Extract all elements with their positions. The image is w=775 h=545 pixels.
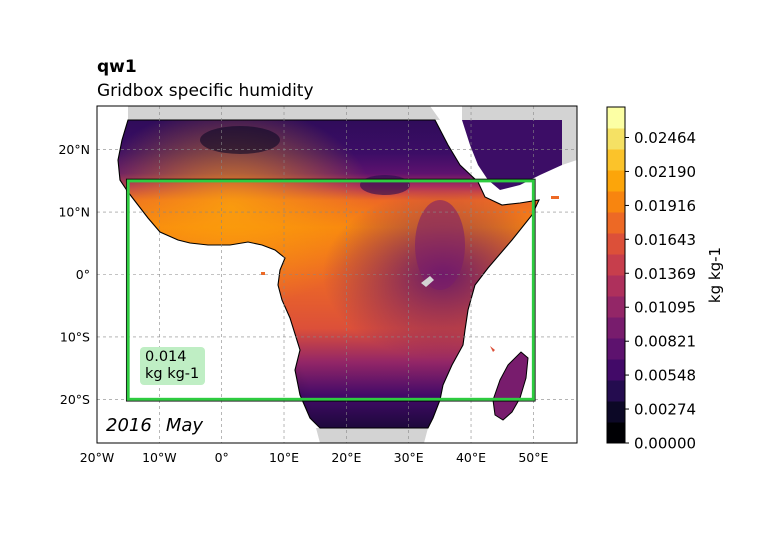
colorbar-swatch (607, 401, 625, 423)
x-tick-label: 50°E (518, 450, 548, 465)
colorbar-tick-label: 0.02190 (634, 163, 696, 181)
colorbar-frame (606, 106, 626, 444)
colorbar-swatch (607, 338, 625, 360)
colorbar-swatch (607, 170, 625, 192)
colorbar-swatch (607, 380, 625, 402)
colorbar-swatch (607, 149, 625, 171)
colorbar (607, 107, 625, 444)
lake-victoria (421, 276, 434, 287)
region-value-unit: kg kg-1 (145, 366, 200, 382)
y-tick-labels: 20°N 10°N 0° 10°S 20°S (58, 142, 90, 407)
island (551, 196, 559, 199)
colorbar-swatch (607, 422, 625, 444)
x-tick-label: 10°E (269, 450, 299, 465)
colorbar-tick-label: 0.00548 (634, 367, 696, 385)
x-tick-label: 40°E (456, 450, 486, 465)
colorbar-tick-label: 0.00821 (634, 333, 696, 351)
date-month: May (166, 415, 204, 436)
colorbar-swatch (607, 317, 625, 339)
x-tick-labels: 20°W 10°W 0° 10°E 20°E 30°E 40°E 50°E (80, 450, 549, 465)
y-tick-label: 0° (76, 267, 90, 282)
island (261, 272, 265, 275)
y-tick-label: 20°N (58, 142, 90, 157)
colorbar-label: kg kg-1 (706, 247, 724, 303)
region-box-outline (125, 178, 536, 402)
date-label: 2016 May (106, 415, 203, 436)
x-tick-label: 30°E (394, 450, 424, 465)
colorbar-tick-label: 0.02464 (634, 129, 696, 147)
y-tick-label: 10°S (60, 329, 90, 344)
madagascar (492, 351, 529, 421)
land-mask-arabia (462, 106, 577, 165)
y-tick-label: 20°S (60, 392, 90, 407)
x-tick-label: 20°E (331, 450, 361, 465)
colorbar-tick-label: 0.01916 (634, 197, 696, 215)
x-tick-label: 0° (215, 450, 229, 465)
y-tick-label: 10°N (58, 205, 90, 220)
colorbar-tick-label: 0.01369 (634, 265, 696, 283)
region-box (126, 179, 535, 401)
colorbar-swatch (607, 107, 625, 129)
date-year: 2016 (106, 415, 152, 436)
colorbar-tick-label: 0.00000 (634, 435, 696, 453)
colorbar-swatch (607, 212, 625, 234)
colorbar-swatch (607, 128, 625, 150)
colorbar-swatch (607, 296, 625, 318)
colorbar-swatch (607, 233, 625, 255)
x-tick-label: 20°W (80, 450, 115, 465)
region-value: 0.014 (145, 349, 187, 365)
colorbar-ticks: 0.00000 0.00274 0.00548 0.00821 0.01095 0.013… (625, 129, 696, 453)
colorbar-tick-label: 0.00274 (634, 401, 696, 419)
colorbar-swatch (607, 359, 625, 381)
colorbar-swatch (607, 275, 625, 297)
map-area (97, 106, 577, 443)
colorbar-tick-label: 0.01643 (634, 231, 696, 249)
colorbar-swatch (607, 191, 625, 213)
colorbar-tick-label: 0.01095 (634, 299, 696, 317)
island (490, 346, 495, 352)
x-tick-label: 10°W (142, 450, 177, 465)
region-value-box: 0.014 kg kg-1 (140, 347, 205, 385)
map-title: qw1 (97, 57, 137, 77)
colorbar-swatch (607, 254, 625, 276)
land-mask-south (316, 428, 428, 443)
humidity-field-arabia (462, 120, 562, 190)
map-frame (96, 105, 578, 444)
map-subtitle: Gridbox specific humidity (97, 81, 314, 101)
